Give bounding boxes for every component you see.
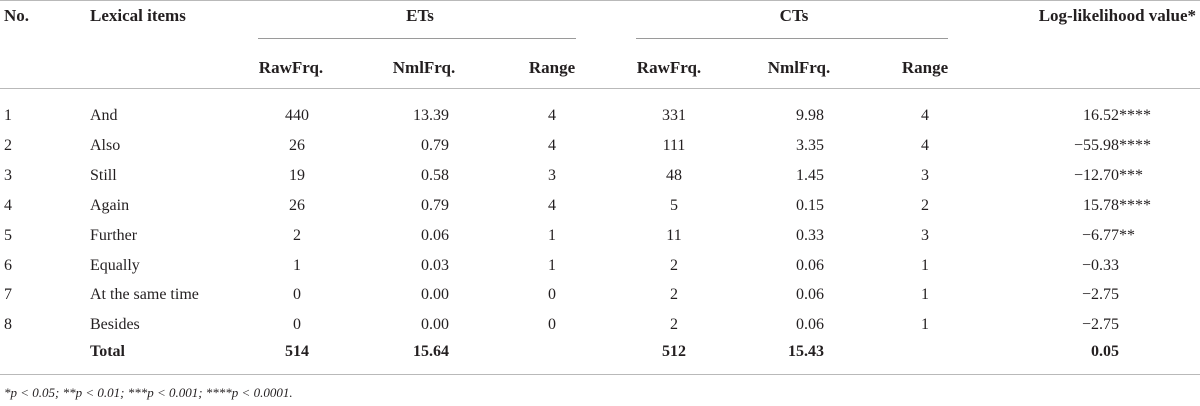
row-et-rawfrq: 0 <box>293 286 301 304</box>
row-et-rawfrq: 1 <box>293 256 301 274</box>
row-no: 8 <box>4 316 12 334</box>
row-et-nmlfrq: 0.00 <box>421 316 449 334</box>
row-log-likelihood: 15.78**** <box>1083 196 1151 214</box>
row-ct-rawfrq: 48 <box>666 166 682 184</box>
row-ct-range: 1 <box>921 316 929 334</box>
row-lexical-item: At the same time <box>90 286 199 304</box>
total-log-likelihood: 0.05 <box>1091 343 1119 360</box>
row-log-likelihood: −0.33 <box>1081 256 1119 274</box>
row-log-likelihood: −55.98**** <box>1073 136 1151 154</box>
row-ct-range: 1 <box>921 256 929 274</box>
row-ct-nmlfrq: 0.06 <box>796 256 824 274</box>
row-log-likelihood: −2.75 <box>1081 286 1119 304</box>
row-no: 4 <box>4 196 12 214</box>
header-ct-rawfrq: RawFrq. <box>636 58 702 77</box>
total-et-rawfrq: 514 <box>285 343 309 360</box>
row-ct-rawfrq: 111 <box>662 136 686 154</box>
row-ct-rawfrq: 2 <box>670 256 678 274</box>
row-lexical-item: Still <box>90 166 117 184</box>
row-lexical-item: Again <box>90 196 130 214</box>
row-ct-nmlfrq: 0.06 <box>796 316 824 334</box>
row-et-rawfrq: 26 <box>289 196 305 214</box>
row-et-range: 4 <box>548 196 556 214</box>
row-log-likelihood: 16.52**** <box>1083 107 1151 124</box>
row-et-range: 4 <box>548 136 556 154</box>
row-ct-range: 3 <box>921 166 929 184</box>
row-et-range: 0 <box>548 316 556 334</box>
row-et-nmlfrq: 0.79 <box>421 196 449 214</box>
ets-group-rule <box>258 38 576 39</box>
row-et-range: 0 <box>548 286 556 304</box>
row-no: 2 <box>4 136 12 154</box>
row-no: 7 <box>4 286 12 304</box>
row-ct-rawfrq: 2 <box>670 286 678 304</box>
row-ct-rawfrq: 5 <box>670 196 678 214</box>
row-lexical-item: Equally <box>90 256 140 274</box>
total-ct-rawfrq: 512 <box>662 343 686 360</box>
header-cts: CTs <box>779 6 809 25</box>
header-et-rawfrq: RawFrq. <box>258 58 324 77</box>
row-et-rawfrq: 0 <box>293 316 301 334</box>
table-footnote: *p < 0.05; **p < 0.01; ***p < 0.001; ***… <box>4 385 293 400</box>
header-ets: ETs <box>406 6 434 25</box>
row-log-likelihood: −2.75 <box>1081 316 1119 334</box>
row-no: 6 <box>4 256 12 274</box>
header-lexical-items: Lexical items <box>90 6 186 25</box>
row-et-nmlfrq: 0.00 <box>421 286 449 304</box>
row-ct-range: 4 <box>921 107 929 124</box>
row-ct-range: 3 <box>921 226 929 244</box>
row-lexical-item: Besides <box>90 316 140 334</box>
row-log-likelihood: −12.70*** <box>1073 166 1143 184</box>
row-et-rawfrq: 26 <box>289 136 305 154</box>
row-et-nmlfrq: 0.79 <box>421 136 449 154</box>
row-ct-nmlfrq: 0.06 <box>796 286 824 304</box>
row-ct-rawfrq: 331 <box>662 107 686 124</box>
row-et-rawfrq: 2 <box>293 226 301 244</box>
total-ct-nmlfrq: 15.43 <box>788 343 824 360</box>
header-no: No. <box>4 6 30 25</box>
row-et-range: 4 <box>548 107 556 124</box>
header-log-likelihood: Log-likelihood value* <box>1038 6 1196 25</box>
row-lexical-item: And <box>90 107 118 124</box>
header-ct-nmlfrq: NmlFrq. <box>767 58 831 77</box>
row-et-rawfrq: 440 <box>285 107 309 124</box>
row-ct-nmlfrq: 1.45 <box>796 166 824 184</box>
row-ct-nmlfrq: 3.35 <box>796 136 824 154</box>
row-et-nmlfrq: 0.03 <box>421 256 449 274</box>
row-lexical-item: Further <box>90 226 138 244</box>
row-ct-nmlfrq: 9.98 <box>796 107 824 124</box>
header-ct-range: Range <box>901 58 949 77</box>
total-et-nmlfrq: 15.64 <box>413 343 449 360</box>
row-et-range: 3 <box>548 166 556 184</box>
row-et-range: 1 <box>548 226 556 244</box>
row-ct-nmlfrq: 0.15 <box>796 196 824 214</box>
row-log-likelihood: −6.77** <box>1081 226 1135 244</box>
row-ct-nmlfrq: 0.33 <box>796 226 824 244</box>
row-et-range: 1 <box>548 256 556 274</box>
row-et-nmlfrq: 0.58 <box>421 166 449 184</box>
row-et-nmlfrq: 0.06 <box>421 226 449 244</box>
row-et-rawfrq: 19 <box>289 166 305 184</box>
total-label: Total <box>90 343 125 360</box>
row-ct-range: 1 <box>921 286 929 304</box>
row-lexical-item: Also <box>90 136 121 154</box>
header-bottom-rule <box>0 88 1200 89</box>
cts-group-rule <box>636 38 948 39</box>
row-no: 3 <box>4 166 12 184</box>
table-bottom-rule <box>0 374 1200 375</box>
row-ct-range: 2 <box>921 196 929 214</box>
table-top-rule <box>0 0 1200 1</box>
header-et-range: Range <box>528 58 576 77</box>
row-et-nmlfrq: 13.39 <box>413 107 449 124</box>
header-et-nmlfrq: NmlFrq. <box>392 58 456 77</box>
row-ct-rawfrq: 11 <box>666 226 682 244</box>
row-no: 5 <box>4 226 12 244</box>
row-no: 1 <box>4 107 12 124</box>
row-ct-range: 4 <box>921 136 929 154</box>
row-ct-rawfrq: 2 <box>670 316 678 334</box>
